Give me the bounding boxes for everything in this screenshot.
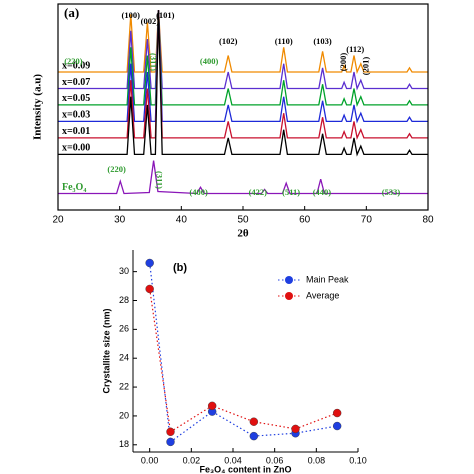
data-point <box>249 431 259 441</box>
peak-label: (511) <box>282 187 300 197</box>
peak-label: (103) <box>313 36 332 46</box>
x-tick-label: 0.08 <box>308 455 326 465</box>
peak-label: (102) <box>219 36 238 46</box>
connector-line <box>149 262 338 443</box>
x-tick-label: 0.02 <box>183 455 201 465</box>
pattern-line <box>58 160 428 195</box>
panel-label: (b) <box>173 262 187 274</box>
y-axis-label: Crystallite size (nm) <box>101 308 111 393</box>
peak-label: (311) <box>155 171 165 189</box>
y-tick-label: 28 <box>119 295 129 305</box>
legend-marker <box>285 276 293 284</box>
peak-label: (200) <box>338 53 348 72</box>
peak-label: (201) <box>360 57 370 76</box>
series-label: x=0.01 <box>62 126 90 137</box>
x-tick-label: 20 <box>52 215 64 226</box>
peak-label: (311) <box>148 53 158 71</box>
x-axis-label: Fe₃O₄ content in ZnO <box>200 464 292 474</box>
y-tick-label: 30 <box>119 266 129 276</box>
peak-label: (002) <box>141 16 160 26</box>
peak-label: (422) <box>249 187 268 197</box>
x-tick-label: 40 <box>176 215 188 226</box>
legend-label: Average <box>306 290 339 300</box>
peak-label: (100) <box>122 10 141 20</box>
pattern-line <box>58 10 428 141</box>
x-tick-label: 0.04 <box>224 455 242 465</box>
x-tick-label: 50 <box>237 215 249 226</box>
x-tick-label: 70 <box>361 215 373 226</box>
peak-label: (220) <box>64 56 83 66</box>
series-label: x=0.05 <box>62 93 90 104</box>
x-tick-label: 30 <box>114 215 126 226</box>
y-axis-label: Intensity (a.u) <box>32 74 44 140</box>
pattern-line <box>58 10 428 75</box>
legend-marker <box>285 292 293 300</box>
data-point <box>332 421 342 431</box>
series-label: x=0.09 <box>62 60 90 71</box>
pattern-line <box>58 10 428 157</box>
pattern-line <box>58 10 428 124</box>
data-point <box>291 424 300 434</box>
pattern-line <box>58 10 428 91</box>
data-point <box>145 258 154 268</box>
y-tick-label: 18 <box>119 439 129 449</box>
peak-label: (440) <box>313 187 332 197</box>
pattern-line <box>58 10 428 108</box>
y-tick-label: 20 <box>119 410 129 420</box>
panel-label: (a) <box>64 5 79 20</box>
legend-label: Main Peak <box>306 274 349 284</box>
data-point <box>145 284 154 294</box>
peak-label: (400) <box>189 187 208 197</box>
y-tick-label: 26 <box>119 324 129 334</box>
data-point <box>249 417 259 426</box>
connector-line <box>149 288 338 433</box>
peak-label: (101) <box>156 10 175 20</box>
y-tick-label: 24 <box>119 353 129 363</box>
data-point <box>207 401 217 411</box>
x-axis-label: 2θ <box>237 228 249 240</box>
x-tick-label: 60 <box>299 215 311 226</box>
series-label: Fe₃O₄ <box>62 182 86 193</box>
data-point <box>166 427 175 436</box>
series-label: x=0.03 <box>62 110 90 121</box>
peak-label: (400) <box>200 56 219 66</box>
peak-label: (220) <box>107 164 126 174</box>
x-tick-label: 0.00 <box>141 455 159 465</box>
peak-label: (533) <box>382 187 401 197</box>
x-tick-label: 0.06 <box>266 455 284 465</box>
y-tick-label: 22 <box>119 381 129 391</box>
data-point <box>332 408 342 418</box>
peak-label: (112) <box>346 44 364 54</box>
series-label: x=0.07 <box>62 77 90 88</box>
plot-frame <box>57 3 429 211</box>
x-tick-label: 0.10 <box>349 455 367 465</box>
x-tick-label: 80 <box>422 215 434 226</box>
data-point <box>166 437 175 447</box>
peak-label: (110) <box>275 36 293 46</box>
series-label: x=0.00 <box>62 143 90 154</box>
